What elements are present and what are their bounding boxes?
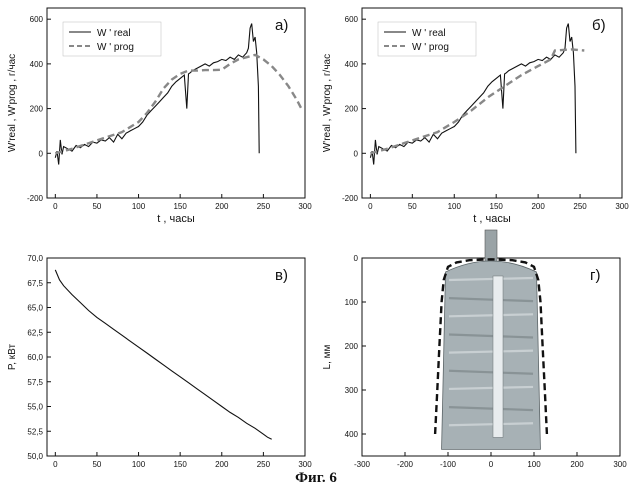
y-tick-label: 200 bbox=[30, 105, 44, 114]
x-tick-label: 50 bbox=[92, 460, 101, 469]
series-line-data bbox=[55, 270, 271, 439]
x-tick-label: 0 bbox=[53, 460, 58, 469]
x-tick-label: 0 bbox=[53, 202, 58, 211]
x-tick-label: 300 bbox=[615, 202, 629, 211]
y-axis-label: W'real , W'prog , г/час bbox=[7, 54, 18, 152]
y-tick-label: 0 bbox=[39, 149, 44, 158]
y-tick-label: 200 bbox=[345, 342, 359, 351]
legend-entry: W ' real bbox=[412, 28, 446, 39]
x-tick-label: 200 bbox=[215, 202, 229, 211]
x-tick-label: 250 bbox=[257, 202, 271, 211]
x-tick-label: 150 bbox=[173, 460, 187, 469]
legend: W ' real W ' prog bbox=[63, 22, 161, 56]
ruler-strip bbox=[493, 276, 503, 437]
panel-g: -300-200-10001002003000100200300400R, мм… bbox=[322, 230, 627, 470]
y-tick-label: 57,5 bbox=[27, 378, 43, 387]
x-tick-label: 0 bbox=[489, 460, 494, 469]
legend-entry: W ' prog bbox=[412, 42, 449, 53]
y-tick-label: 67,5 bbox=[27, 279, 43, 288]
y-tick-label: 55,0 bbox=[27, 403, 43, 412]
y-tick-label: 52,5 bbox=[27, 427, 43, 436]
y-tick-label: 300 bbox=[345, 386, 359, 395]
figure-6: 0 50 100 150 200 250 300 -200 0 200 400 600 t , часы… bbox=[0, 0, 632, 470]
panel-label: г) bbox=[590, 267, 600, 284]
panel-label: а) bbox=[275, 17, 288, 34]
y-tick-label: 60,0 bbox=[27, 353, 43, 362]
x-tick-label: 0 bbox=[368, 202, 373, 211]
panel-v: 0 50 100 150 200 250 300 50,0 52,5 55,0 57,5 60,0 62… bbox=[7, 254, 312, 470]
x-tick-label: 200 bbox=[531, 202, 545, 211]
series-line-w-prog bbox=[370, 49, 584, 153]
y-tick-label: 400 bbox=[30, 60, 44, 69]
plot-frame bbox=[47, 258, 305, 456]
y-tick-label: 600 bbox=[30, 15, 44, 24]
x-tick-label: 150 bbox=[173, 202, 187, 211]
series-line-w-prog bbox=[55, 55, 302, 153]
y-tick-label: 50,0 bbox=[27, 452, 43, 461]
panel-label: б) bbox=[592, 17, 606, 34]
legend-entry: W ' real bbox=[97, 28, 131, 39]
legend-entry: W ' prog bbox=[97, 42, 134, 53]
x-tick-label: -200 bbox=[397, 460, 414, 469]
crystal-body bbox=[442, 261, 541, 449]
x-tick-label: 200 bbox=[570, 460, 584, 469]
legend: W ' real W ' prog bbox=[378, 22, 476, 56]
x-tick-label: 50 bbox=[408, 202, 417, 211]
figure-caption: Фиг. 6 bbox=[0, 470, 632, 487]
x-tick-label: 100 bbox=[132, 202, 146, 211]
x-tick-label: -300 bbox=[354, 460, 371, 469]
y-tick-label: 600 bbox=[345, 15, 359, 24]
x-tick-label: 200 bbox=[215, 460, 229, 469]
y-tick-label: 400 bbox=[345, 60, 359, 69]
x-tick-label: 300 bbox=[613, 460, 627, 469]
x-tick-label: 150 bbox=[490, 202, 504, 211]
y-tick-label: 62,5 bbox=[27, 328, 43, 337]
y-tick-label: 0 bbox=[354, 254, 359, 263]
y-axis-label: W'real , W'prog , г/час bbox=[322, 54, 333, 152]
x-tick-label: 100 bbox=[448, 202, 462, 211]
panel-a: 0 50 100 150 200 250 300 -200 0 200 400 600 t , часы… bbox=[7, 8, 312, 225]
y-tick-label: -200 bbox=[342, 194, 359, 203]
y-tick-label: 100 bbox=[345, 298, 359, 307]
y-tick-label: 65,0 bbox=[27, 304, 43, 313]
y-tick-label: 70,0 bbox=[27, 254, 43, 263]
y-tick-label: -200 bbox=[27, 194, 44, 203]
panel-b: 0 50 100 150 200 250 300 -200 0 200 400 600 t , часы… bbox=[322, 8, 629, 225]
x-tick-label: 50 bbox=[92, 202, 101, 211]
panel-label: в) bbox=[275, 267, 288, 284]
x-axis-label: t , часы bbox=[157, 213, 195, 225]
x-tick-label: 300 bbox=[298, 460, 312, 469]
y-axis-label: L, мм bbox=[322, 344, 333, 369]
x-tick-label: 300 bbox=[298, 202, 312, 211]
y-tick-label: 0 bbox=[354, 149, 359, 158]
y-axis-label: P, кВт bbox=[7, 343, 18, 370]
x-tick-label: 100 bbox=[527, 460, 541, 469]
y-tick-label: 200 bbox=[345, 105, 359, 114]
x-tick-label: -100 bbox=[440, 460, 457, 469]
x-axis-label: t , часы bbox=[473, 213, 511, 225]
y-tick-label: 400 bbox=[345, 430, 359, 439]
x-tick-label: 100 bbox=[132, 460, 146, 469]
x-tick-label: 250 bbox=[257, 460, 271, 469]
crystal-neck bbox=[485, 230, 497, 262]
x-tick-label: 250 bbox=[573, 202, 587, 211]
